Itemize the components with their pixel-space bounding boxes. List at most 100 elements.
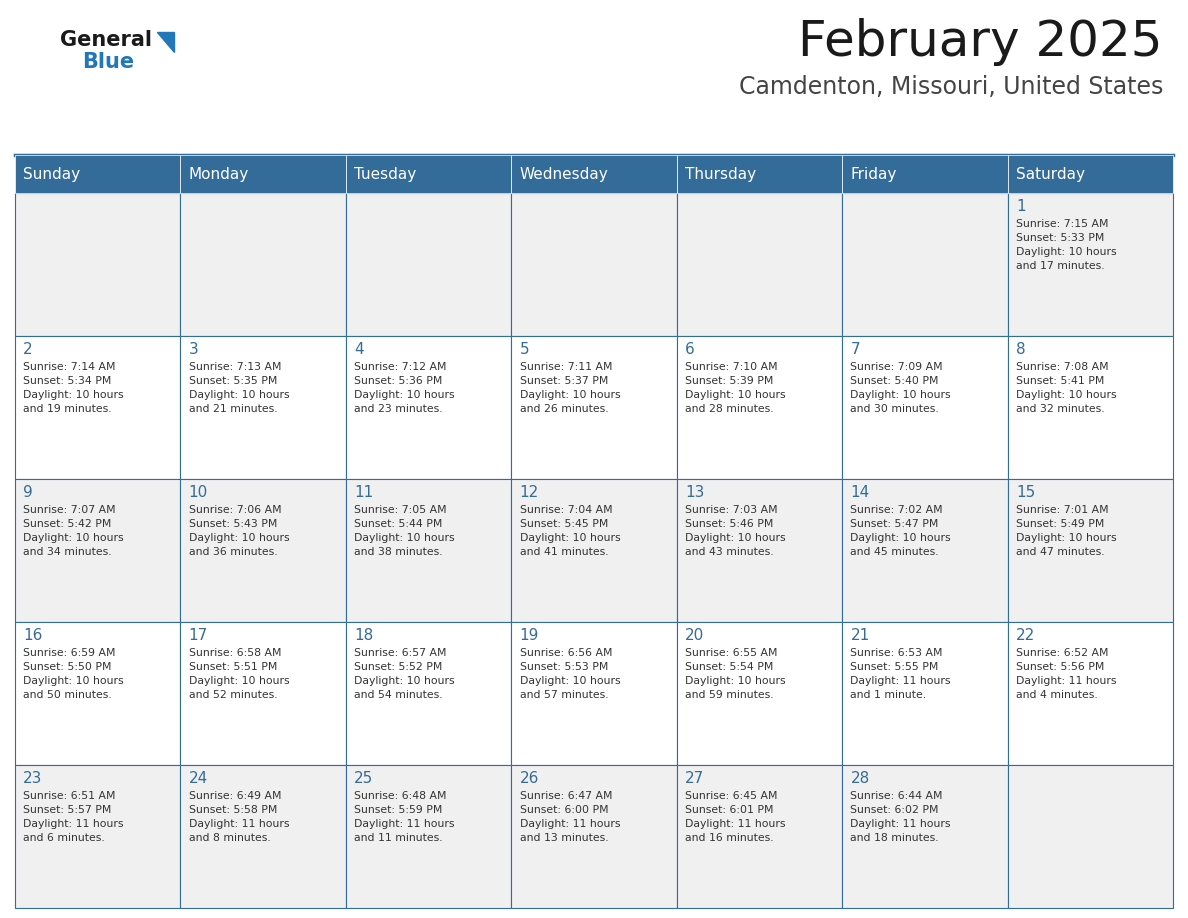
Text: General: General (61, 30, 152, 50)
Text: Sunrise: 7:11 AM: Sunrise: 7:11 AM (519, 362, 612, 372)
Text: Sunrise: 7:01 AM: Sunrise: 7:01 AM (1016, 505, 1108, 515)
Text: Sunset: 5:43 PM: Sunset: 5:43 PM (189, 519, 277, 529)
Text: Sunset: 5:45 PM: Sunset: 5:45 PM (519, 519, 608, 529)
Text: Daylight: 11 hours: Daylight: 11 hours (519, 819, 620, 829)
Text: Sunrise: 6:52 AM: Sunrise: 6:52 AM (1016, 648, 1108, 658)
Text: Sunrise: 6:56 AM: Sunrise: 6:56 AM (519, 648, 612, 658)
Text: Sunset: 5:49 PM: Sunset: 5:49 PM (1016, 519, 1104, 529)
Text: Sunset: 5:55 PM: Sunset: 5:55 PM (851, 662, 939, 672)
Text: Saturday: Saturday (1016, 166, 1085, 182)
Bar (677, 155, 842, 193)
Text: Sunrise: 7:09 AM: Sunrise: 7:09 AM (851, 362, 943, 372)
Text: and 38 minutes.: and 38 minutes. (354, 547, 443, 557)
Text: Sunset: 5:34 PM: Sunset: 5:34 PM (24, 376, 112, 386)
Text: Sunset: 5:41 PM: Sunset: 5:41 PM (1016, 376, 1104, 386)
Text: and 50 minutes.: and 50 minutes. (24, 690, 112, 700)
Text: 13: 13 (685, 485, 704, 500)
Bar (181, 479, 346, 622)
Text: 23: 23 (24, 771, 43, 786)
Text: Tuesday: Tuesday (354, 166, 416, 182)
Text: Daylight: 10 hours: Daylight: 10 hours (354, 533, 455, 543)
Bar (511, 193, 677, 336)
Bar (15, 336, 181, 479)
Text: Sunset: 6:01 PM: Sunset: 6:01 PM (685, 805, 773, 815)
Text: Sunrise: 7:04 AM: Sunrise: 7:04 AM (519, 505, 612, 515)
Text: and 21 minutes.: and 21 minutes. (189, 404, 277, 414)
Bar (511, 336, 677, 479)
Bar (677, 622, 842, 765)
Bar (511, 479, 677, 622)
Text: Sunset: 6:00 PM: Sunset: 6:00 PM (519, 805, 608, 815)
Text: 7: 7 (851, 342, 860, 357)
Bar (15, 193, 181, 336)
Text: Sunrise: 6:58 AM: Sunrise: 6:58 AM (189, 648, 282, 658)
Text: Sunset: 5:33 PM: Sunset: 5:33 PM (1016, 233, 1104, 243)
Text: Daylight: 10 hours: Daylight: 10 hours (189, 676, 290, 686)
Text: and 59 minutes.: and 59 minutes. (685, 690, 773, 700)
Text: Sunset: 5:35 PM: Sunset: 5:35 PM (189, 376, 277, 386)
Text: Sunset: 5:51 PM: Sunset: 5:51 PM (189, 662, 277, 672)
Text: Wednesday: Wednesday (519, 166, 608, 182)
Text: and 11 minutes.: and 11 minutes. (354, 833, 443, 843)
Text: Sunset: 5:47 PM: Sunset: 5:47 PM (851, 519, 939, 529)
Bar (842, 336, 1007, 479)
Text: Sunset: 5:46 PM: Sunset: 5:46 PM (685, 519, 773, 529)
Text: Sunrise: 7:07 AM: Sunrise: 7:07 AM (24, 505, 116, 515)
Text: Daylight: 10 hours: Daylight: 10 hours (1016, 533, 1117, 543)
Text: and 18 minutes.: and 18 minutes. (851, 833, 939, 843)
Bar (1007, 479, 1173, 622)
Text: 1: 1 (1016, 199, 1025, 214)
Text: 16: 16 (24, 628, 43, 643)
Text: Sunset: 5:57 PM: Sunset: 5:57 PM (24, 805, 112, 815)
Text: Daylight: 11 hours: Daylight: 11 hours (851, 819, 950, 829)
Text: Daylight: 10 hours: Daylight: 10 hours (851, 533, 952, 543)
Text: Sunset: 6:02 PM: Sunset: 6:02 PM (851, 805, 939, 815)
Text: and 26 minutes.: and 26 minutes. (519, 404, 608, 414)
Text: 3: 3 (189, 342, 198, 357)
Bar (842, 622, 1007, 765)
Text: and 4 minutes.: and 4 minutes. (1016, 690, 1098, 700)
Text: Sunday: Sunday (24, 166, 81, 182)
Text: Daylight: 10 hours: Daylight: 10 hours (1016, 247, 1117, 257)
Text: Sunset: 5:42 PM: Sunset: 5:42 PM (24, 519, 112, 529)
Text: 11: 11 (354, 485, 373, 500)
Bar (181, 622, 346, 765)
Text: Sunrise: 7:15 AM: Sunrise: 7:15 AM (1016, 219, 1108, 229)
Text: 4: 4 (354, 342, 364, 357)
Text: and 17 minutes.: and 17 minutes. (1016, 261, 1105, 271)
Text: Daylight: 11 hours: Daylight: 11 hours (24, 819, 124, 829)
Text: Daylight: 10 hours: Daylight: 10 hours (24, 676, 124, 686)
Text: 14: 14 (851, 485, 870, 500)
Bar (677, 336, 842, 479)
Text: Sunset: 5:59 PM: Sunset: 5:59 PM (354, 805, 442, 815)
Text: Sunrise: 6:51 AM: Sunrise: 6:51 AM (24, 791, 115, 801)
Text: Sunset: 5:54 PM: Sunset: 5:54 PM (685, 662, 773, 672)
Text: Daylight: 10 hours: Daylight: 10 hours (354, 676, 455, 686)
Text: Sunrise: 6:49 AM: Sunrise: 6:49 AM (189, 791, 282, 801)
Text: Daylight: 10 hours: Daylight: 10 hours (685, 676, 785, 686)
Text: 21: 21 (851, 628, 870, 643)
Text: Sunset: 5:56 PM: Sunset: 5:56 PM (1016, 662, 1104, 672)
Bar (677, 479, 842, 622)
Text: 22: 22 (1016, 628, 1035, 643)
Text: Sunrise: 7:08 AM: Sunrise: 7:08 AM (1016, 362, 1108, 372)
Bar (511, 765, 677, 908)
Text: 17: 17 (189, 628, 208, 643)
Text: Sunrise: 6:45 AM: Sunrise: 6:45 AM (685, 791, 777, 801)
Text: Daylight: 10 hours: Daylight: 10 hours (519, 676, 620, 686)
Text: Daylight: 10 hours: Daylight: 10 hours (24, 390, 124, 400)
Text: February 2025: February 2025 (798, 18, 1163, 66)
Text: Friday: Friday (851, 166, 897, 182)
Bar (842, 479, 1007, 622)
Text: 2: 2 (24, 342, 33, 357)
Bar (1007, 336, 1173, 479)
Text: 5: 5 (519, 342, 529, 357)
Bar (181, 336, 346, 479)
Text: 8: 8 (1016, 342, 1025, 357)
Bar (346, 479, 511, 622)
Text: 27: 27 (685, 771, 704, 786)
Bar (842, 155, 1007, 193)
Text: Daylight: 11 hours: Daylight: 11 hours (189, 819, 289, 829)
Text: 24: 24 (189, 771, 208, 786)
Text: Sunset: 5:52 PM: Sunset: 5:52 PM (354, 662, 442, 672)
